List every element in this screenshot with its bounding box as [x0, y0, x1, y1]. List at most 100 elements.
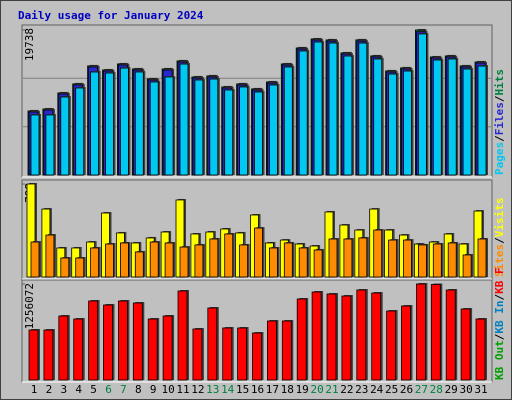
x-tick-label: 17: [266, 383, 279, 396]
bar: [417, 33, 427, 176]
bar: [239, 244, 249, 278]
bar: [283, 66, 293, 176]
bar: [75, 87, 85, 176]
legend-entry: KB Out: [493, 340, 506, 380]
bar: [283, 242, 293, 278]
bar: [179, 63, 189, 176]
bar: [45, 114, 55, 176]
x-tick-label: 29: [445, 383, 458, 396]
x-tick-label: 31: [474, 383, 487, 396]
bar: [386, 310, 397, 381]
bar: [209, 238, 219, 278]
x-tick-label: 15: [236, 383, 249, 396]
bar: [343, 238, 353, 278]
x-tick-label: 26: [400, 383, 413, 396]
x-tick-label: 3: [60, 383, 67, 396]
legend-entry: Files: [493, 102, 506, 135]
bar: [268, 84, 278, 176]
x-tick-label: 10: [161, 383, 174, 396]
bar: [60, 257, 70, 278]
bar: [298, 247, 308, 278]
bar: [60, 96, 70, 176]
bar: [475, 318, 486, 381]
bar: [298, 50, 308, 176]
bar: [162, 315, 173, 381]
bar: [460, 308, 471, 381]
bar: [417, 244, 427, 278]
bar: [358, 237, 368, 278]
bar: [313, 41, 323, 176]
x-tick-label: 23: [355, 383, 368, 396]
bar: [432, 243, 442, 278]
bar: [296, 298, 307, 381]
bar: [105, 72, 114, 176]
bar: [326, 293, 337, 381]
legend-entry: Sites: [493, 244, 506, 277]
bar: [179, 246, 189, 278]
bar: [58, 315, 69, 381]
bar: [462, 254, 472, 278]
bar: [252, 332, 262, 381]
bar: [281, 320, 292, 381]
bar: [43, 329, 54, 381]
bar: [341, 295, 352, 381]
bar: [149, 81, 159, 176]
bar: [147, 318, 158, 381]
bar: [134, 71, 144, 176]
legend-separator: /: [493, 135, 506, 142]
bar: [224, 89, 234, 176]
x-tick-label: 5: [90, 383, 97, 396]
x-tick-label: 7: [120, 383, 127, 396]
bar: [222, 327, 233, 381]
bar: [373, 229, 383, 278]
bar: [388, 73, 398, 176]
x-tick-label: 12: [191, 383, 204, 396]
x-tick-label: 21: [325, 383, 338, 396]
bar: [134, 251, 144, 278]
legend-separator: /: [493, 237, 506, 244]
legend: Sites/Visits: [493, 198, 506, 278]
bar: [194, 244, 204, 278]
x-tick-label: 22: [340, 383, 353, 396]
bar: [254, 91, 263, 176]
bar: [415, 283, 426, 381]
bar: [73, 318, 84, 381]
legend-entry: Visits: [493, 198, 506, 238]
x-tick-label: 28: [430, 383, 443, 396]
bar: [311, 291, 322, 381]
bar: [268, 247, 278, 278]
bar: [430, 284, 441, 381]
legend-entry: KB In: [493, 301, 506, 334]
bar: [358, 42, 368, 176]
legend-separator: /: [493, 294, 506, 301]
bar: [192, 328, 203, 381]
y-tick-label: 1256072: [23, 283, 36, 329]
x-tick-label: 11: [176, 383, 189, 396]
x-tick-label: 18: [281, 383, 294, 396]
bar: [447, 242, 457, 278]
bar: [445, 289, 456, 381]
x-tick-label: 4: [75, 383, 82, 396]
x-tick-label: 24: [370, 383, 384, 396]
x-tick-label: 25: [385, 383, 398, 396]
bar: [462, 68, 472, 176]
x-tick-label: 2: [46, 383, 53, 396]
x-tick-label: 14: [221, 383, 235, 396]
bar: [403, 239, 412, 278]
bar: [30, 241, 40, 278]
bar: [328, 238, 338, 278]
x-tick-label: 19: [296, 383, 309, 396]
bar: [28, 329, 39, 381]
bar: [30, 114, 40, 176]
bar: [401, 305, 411, 381]
bar: [432, 59, 442, 176]
x-tick-label: 9: [150, 383, 157, 396]
bar: [75, 257, 85, 278]
x-tick-label: 1: [31, 383, 38, 396]
legend-entry: KB F: [493, 267, 506, 294]
x-tick-label: 16: [251, 383, 264, 396]
bar: [403, 70, 412, 176]
bar: [207, 307, 218, 381]
bar: [254, 227, 263, 278]
